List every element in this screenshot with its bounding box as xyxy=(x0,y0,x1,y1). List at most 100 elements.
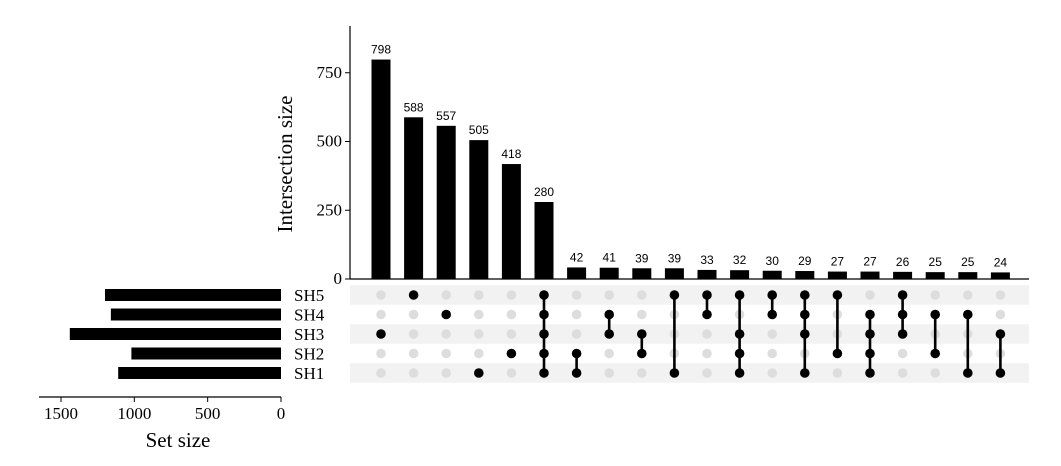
bar-value-label: 280 xyxy=(534,185,554,199)
bar-value-label: 27 xyxy=(831,255,845,269)
matrix-dot-active xyxy=(832,348,843,359)
intersection-bar xyxy=(730,270,750,279)
matrix-dot-inactive xyxy=(604,348,614,359)
intersection-bar xyxy=(795,271,815,279)
bar-value-label: 39 xyxy=(668,251,682,265)
matrix-dot-inactive xyxy=(441,329,452,339)
matrix-dot-inactive xyxy=(767,329,777,339)
matrix-dot-inactive xyxy=(930,290,940,300)
y-tick-label: 250 xyxy=(317,200,343,219)
matrix-dot-active xyxy=(865,368,875,378)
matrix-dot-active xyxy=(539,309,549,320)
matrix-dot-inactive xyxy=(767,368,777,378)
matrix-dot-inactive xyxy=(474,329,484,339)
bar-value-label: 418 xyxy=(501,147,521,161)
matrix-dot-active xyxy=(963,309,973,320)
matrix-dot-inactive xyxy=(408,368,419,378)
row-shade-sh1 xyxy=(350,363,1029,383)
matrix-dot-inactive xyxy=(637,290,647,300)
matrix-dot-active xyxy=(506,348,517,359)
matrix-dot-active xyxy=(767,290,777,300)
matrix-dot-inactive xyxy=(571,309,582,320)
bar-value-label: 26 xyxy=(896,255,910,269)
matrix-dot-active xyxy=(571,368,582,378)
matrix-dot-inactive xyxy=(897,348,908,359)
set-size-tick-label: 1000 xyxy=(117,404,151,423)
intersection-bars: 798 588 557 505 418 280 42 41 39 39 33 32 30 29 27 27 26… xyxy=(371,43,1010,279)
matrix-dot-inactive xyxy=(441,290,452,300)
bar-value-label: 32 xyxy=(733,253,747,267)
matrix-dot-inactive xyxy=(930,368,940,378)
matrix-dot-inactive xyxy=(474,348,484,359)
matrix-dot-inactive xyxy=(571,290,582,300)
y-tick-label: 750 xyxy=(317,63,343,82)
matrix-dot-inactive xyxy=(865,290,875,300)
intersection-bar xyxy=(371,59,391,279)
matrix-dot-inactive xyxy=(376,368,386,378)
intersection-bar xyxy=(664,268,684,279)
matrix-dot-inactive xyxy=(506,309,517,320)
bar-value-label: 798 xyxy=(371,43,391,57)
matrix-dot-inactive xyxy=(408,329,419,339)
matrix-dot-active xyxy=(930,309,940,320)
matrix-dot-inactive xyxy=(506,368,517,378)
matrix-dot-inactive xyxy=(408,348,419,359)
bar-value-label: 39 xyxy=(635,251,649,265)
matrix-dot-active xyxy=(995,368,1006,378)
set-name-label: SH1 xyxy=(294,364,324,383)
matrix-dot-active xyxy=(637,348,647,359)
matrix-dot-inactive xyxy=(571,329,582,339)
intersection-axis: Intersection size 0 250 500 750 xyxy=(273,26,1029,288)
matrix-dot-inactive xyxy=(637,309,647,320)
matrix-row-shading xyxy=(350,285,1029,383)
set-size-tick-label: 500 xyxy=(195,404,221,423)
matrix-dot-active xyxy=(604,309,614,320)
set-name-label: SH2 xyxy=(294,345,324,364)
matrix-dot-active xyxy=(669,368,680,378)
matrix-dot-inactive xyxy=(702,329,712,339)
bar-value-label: 33 xyxy=(700,253,714,267)
matrix-dot-active xyxy=(734,329,745,339)
intersection-bar xyxy=(697,269,717,279)
bar-value-label: 30 xyxy=(766,254,780,268)
intersection-bar xyxy=(925,272,945,279)
bar-value-label: 25 xyxy=(961,255,975,269)
intersection-bar xyxy=(436,125,456,279)
matrix-dot-active xyxy=(702,290,712,300)
matrix-dot-active xyxy=(897,329,908,339)
matrix-dot-active xyxy=(897,309,908,320)
matrix-dot-active xyxy=(800,368,810,378)
intersection-bar xyxy=(567,267,587,279)
intersection-bar xyxy=(990,272,1010,279)
matrix-dot-active xyxy=(995,329,1006,339)
matrix-dot-inactive xyxy=(604,290,614,300)
matrix-dot-inactive xyxy=(767,348,777,359)
bar-value-label: 41 xyxy=(603,251,617,265)
set-name-label: SH5 xyxy=(294,286,324,305)
matrix-dot-active xyxy=(539,348,549,359)
set-size-tick-label: 1500 xyxy=(44,404,78,423)
intersection-bar xyxy=(501,164,521,279)
set-name-label: SH3 xyxy=(294,325,324,344)
bar-value-label: 27 xyxy=(863,255,877,269)
intersection-bar xyxy=(762,270,782,279)
matrix-dot-inactive xyxy=(832,368,843,378)
intersection-bar xyxy=(632,268,652,279)
intersection-bar xyxy=(469,140,489,279)
matrix-dot-active xyxy=(539,290,549,300)
intersection-bar xyxy=(534,202,554,279)
matrix-dot-active xyxy=(767,309,777,320)
matrix-dot-active xyxy=(897,290,908,300)
bar-value-label: 557 xyxy=(436,109,456,123)
intersection-bar xyxy=(404,117,424,279)
matrix-dot-inactive xyxy=(702,348,712,359)
matrix-dot-inactive xyxy=(474,309,484,320)
matrix-dot-inactive xyxy=(897,368,908,378)
set-size-tick-label: 0 xyxy=(277,404,286,423)
matrix-dot-inactive xyxy=(963,290,973,300)
intersection-bar xyxy=(958,272,978,279)
matrix-dot-inactive xyxy=(474,290,484,300)
matrix-dot-inactive xyxy=(408,309,419,320)
